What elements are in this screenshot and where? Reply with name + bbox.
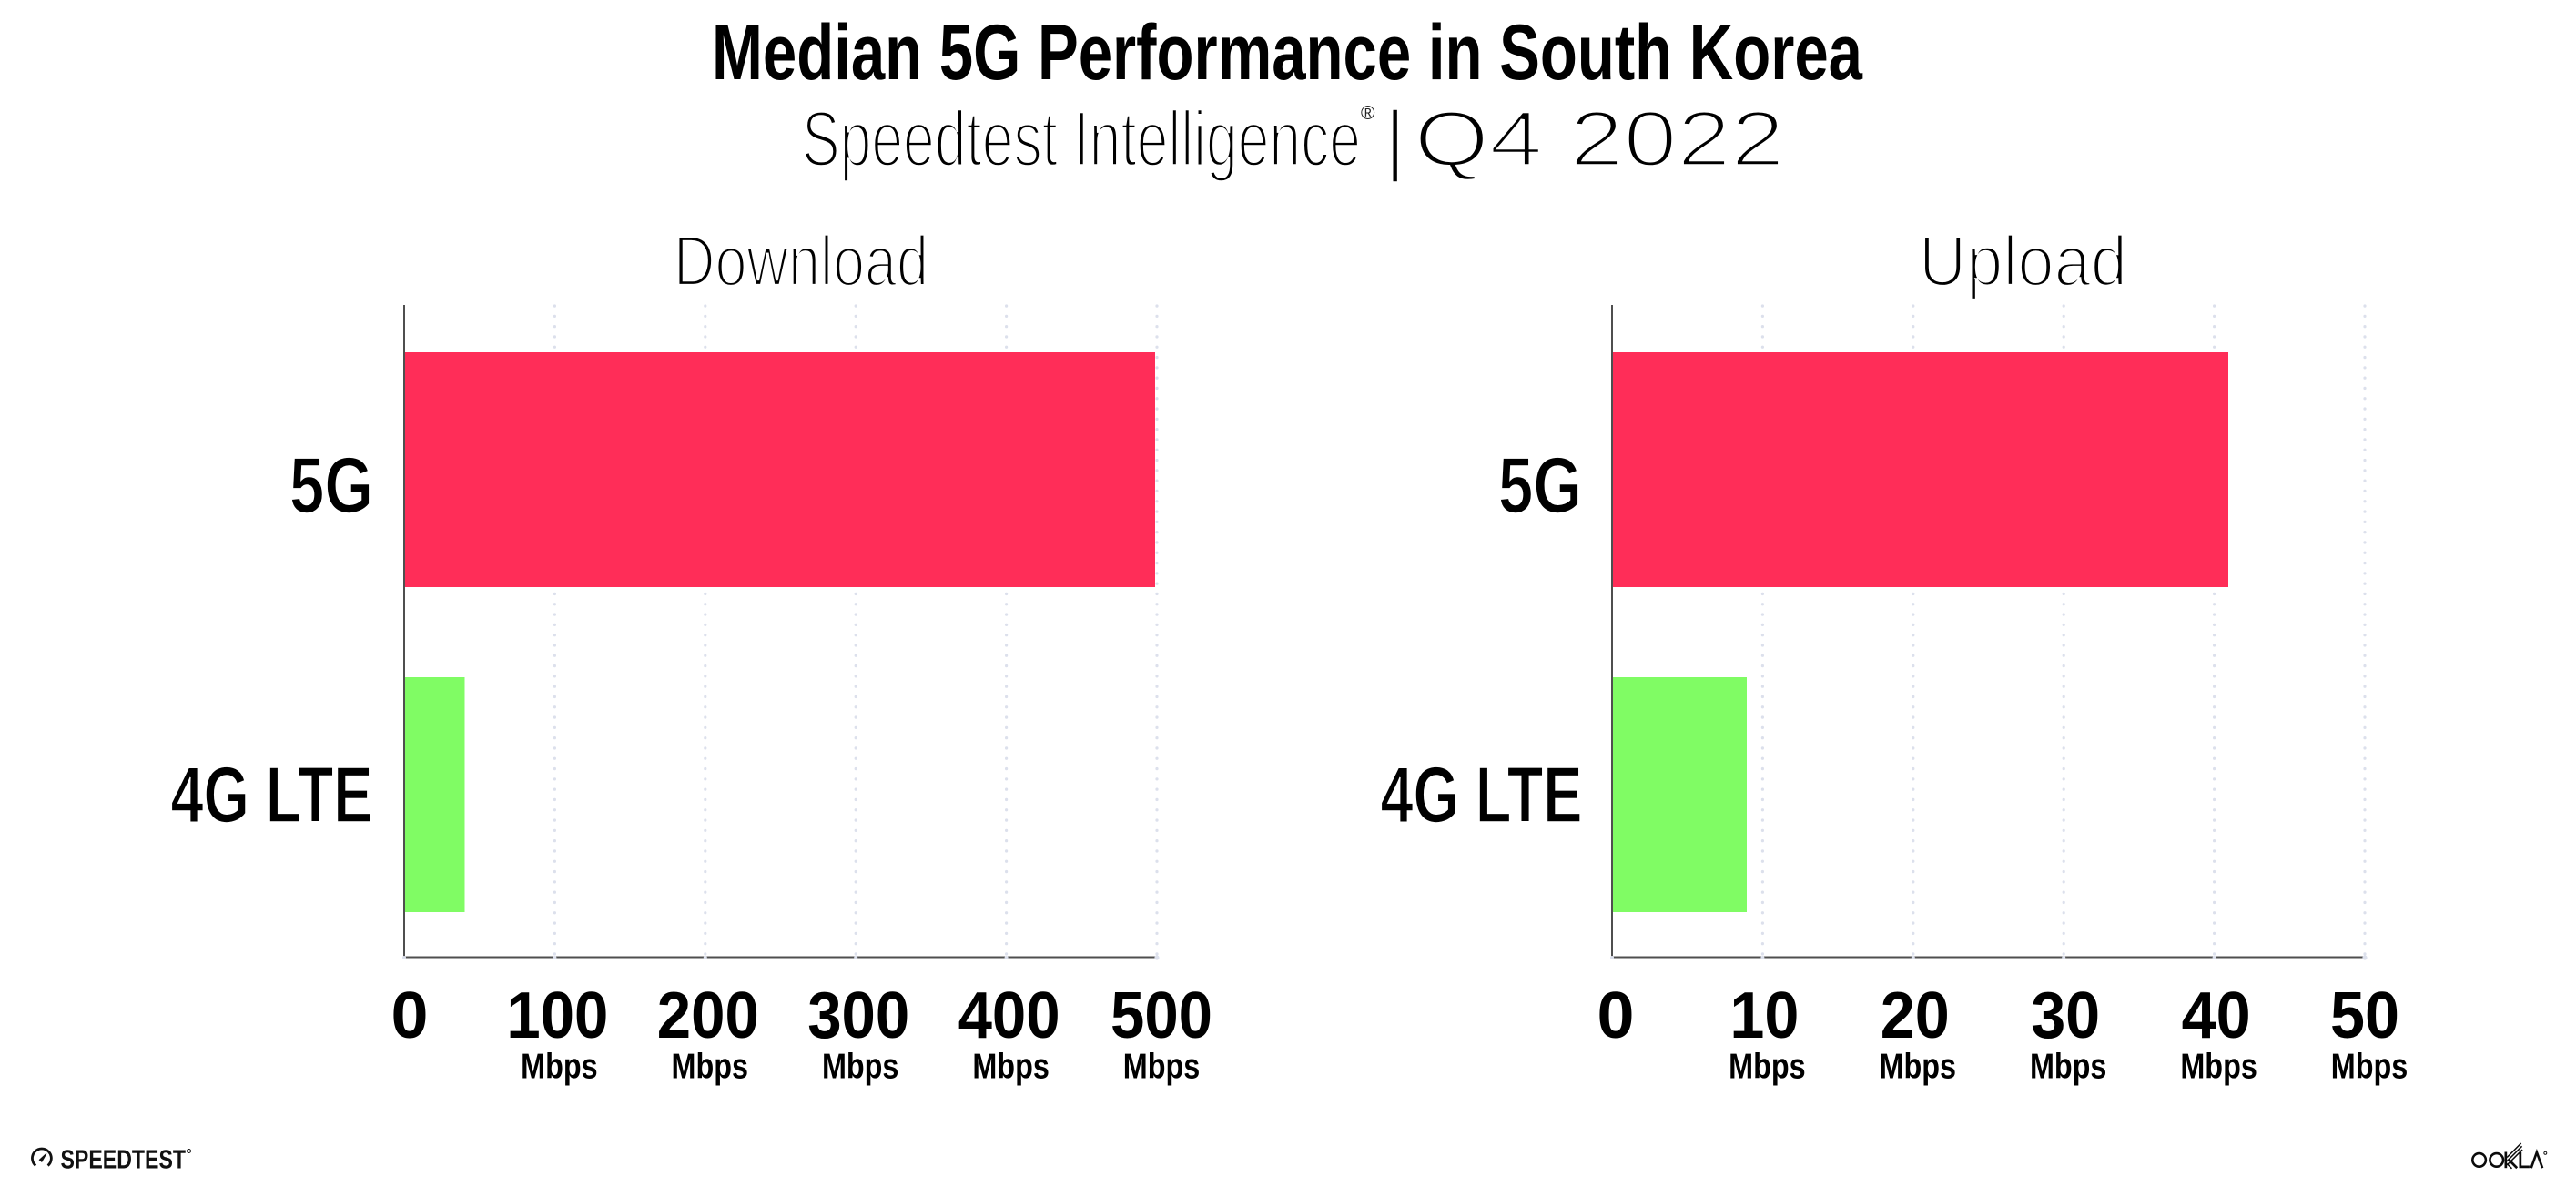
svg-text:30: 30 [2031,979,2100,1052]
svg-text:Speedtest Intelligence: Speedtest Intelligence [802,96,1361,183]
svg-text:Q4 2022: Q4 2022 [1415,96,1785,183]
svg-text:SPEEDTEST: SPEEDTEST [61,1146,187,1175]
svg-text:Mbps: Mbps [1880,1048,1957,1087]
svg-text:4G LTE: 4G LTE [171,751,373,839]
svg-text:Upload: Upload [1919,221,2127,301]
svg-text:5G: 5G [1498,441,1582,530]
svg-text:50: 50 [2330,979,2399,1052]
svg-text:Mbps: Mbps [2030,1048,2107,1087]
svg-text:0: 0 [391,979,429,1052]
svg-text:4G LTE: 4G LTE [1381,751,1583,839]
svg-text:Download: Download [674,221,928,301]
svg-text:300: 300 [807,979,909,1052]
svg-text:Median 5G Performance in South: Median 5G Performance in South Korea [712,9,1863,96]
svg-text:0: 0 [1597,979,1635,1052]
svg-text:Mbps: Mbps [1123,1048,1201,1087]
svg-text:|: | [1385,96,1405,183]
svg-text:Mbps: Mbps [2180,1048,2257,1087]
svg-text:200: 200 [657,979,759,1052]
svg-text:400: 400 [958,979,1060,1052]
svg-text:Mbps: Mbps [1729,1048,1806,1087]
svg-text:40: 40 [2182,979,2251,1052]
svg-text:Mbps: Mbps [2331,1048,2409,1087]
svg-text:Mbps: Mbps [822,1048,899,1087]
svg-text:Mbps: Mbps [972,1048,1050,1087]
svg-text:®: ® [1361,103,1375,124]
svg-text:20: 20 [1881,979,1950,1052]
svg-text:500: 500 [1111,979,1212,1052]
svg-text:Mbps: Mbps [521,1048,598,1087]
svg-text:Mbps: Mbps [672,1048,749,1087]
svg-text:10: 10 [1729,979,1799,1052]
svg-text:5G: 5G [289,441,373,530]
svg-text:100: 100 [506,979,608,1052]
